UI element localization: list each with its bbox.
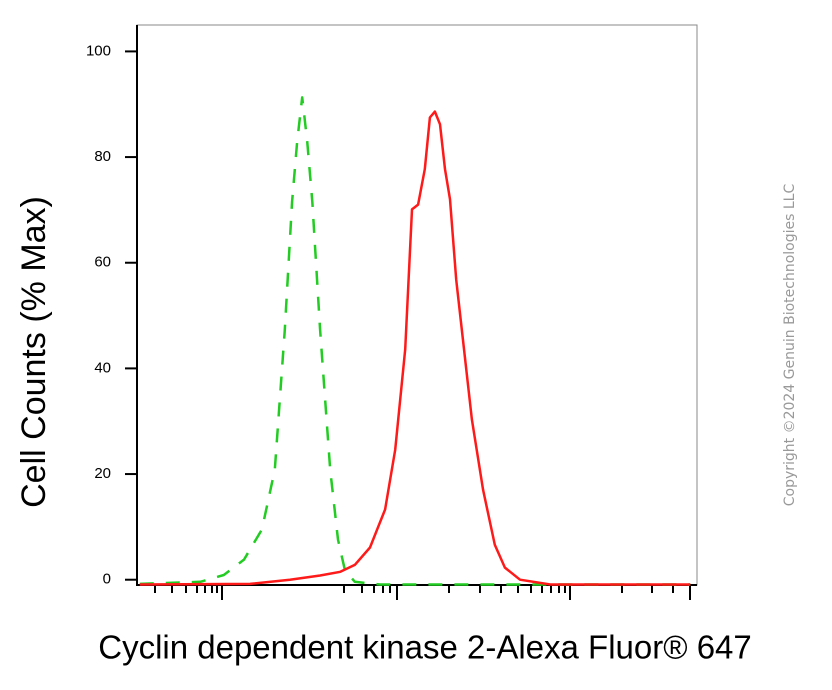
y-tick-label: 20 (94, 465, 111, 482)
y-tick-label: 100 (86, 42, 111, 59)
y-tick-label: 80 (94, 148, 111, 165)
plot-frame (136, 24, 698, 586)
histogram-line (139, 96, 691, 586)
y-tick-label: 40 (94, 359, 111, 376)
y-axis-label: Cell Counts (% Max) (15, 196, 53, 508)
x-axis-label: Cyclin dependent kinase 2-Alexa Fluor® 6… (98, 629, 752, 666)
x-axis-ticks (154, 585, 691, 600)
y-tick-label: 60 (94, 254, 111, 271)
y-tick-label: 0 (103, 571, 111, 588)
histogram-line (139, 110, 691, 586)
watermark: Copyright ©2024 Genuin Biotechnologies L… (782, 184, 798, 507)
